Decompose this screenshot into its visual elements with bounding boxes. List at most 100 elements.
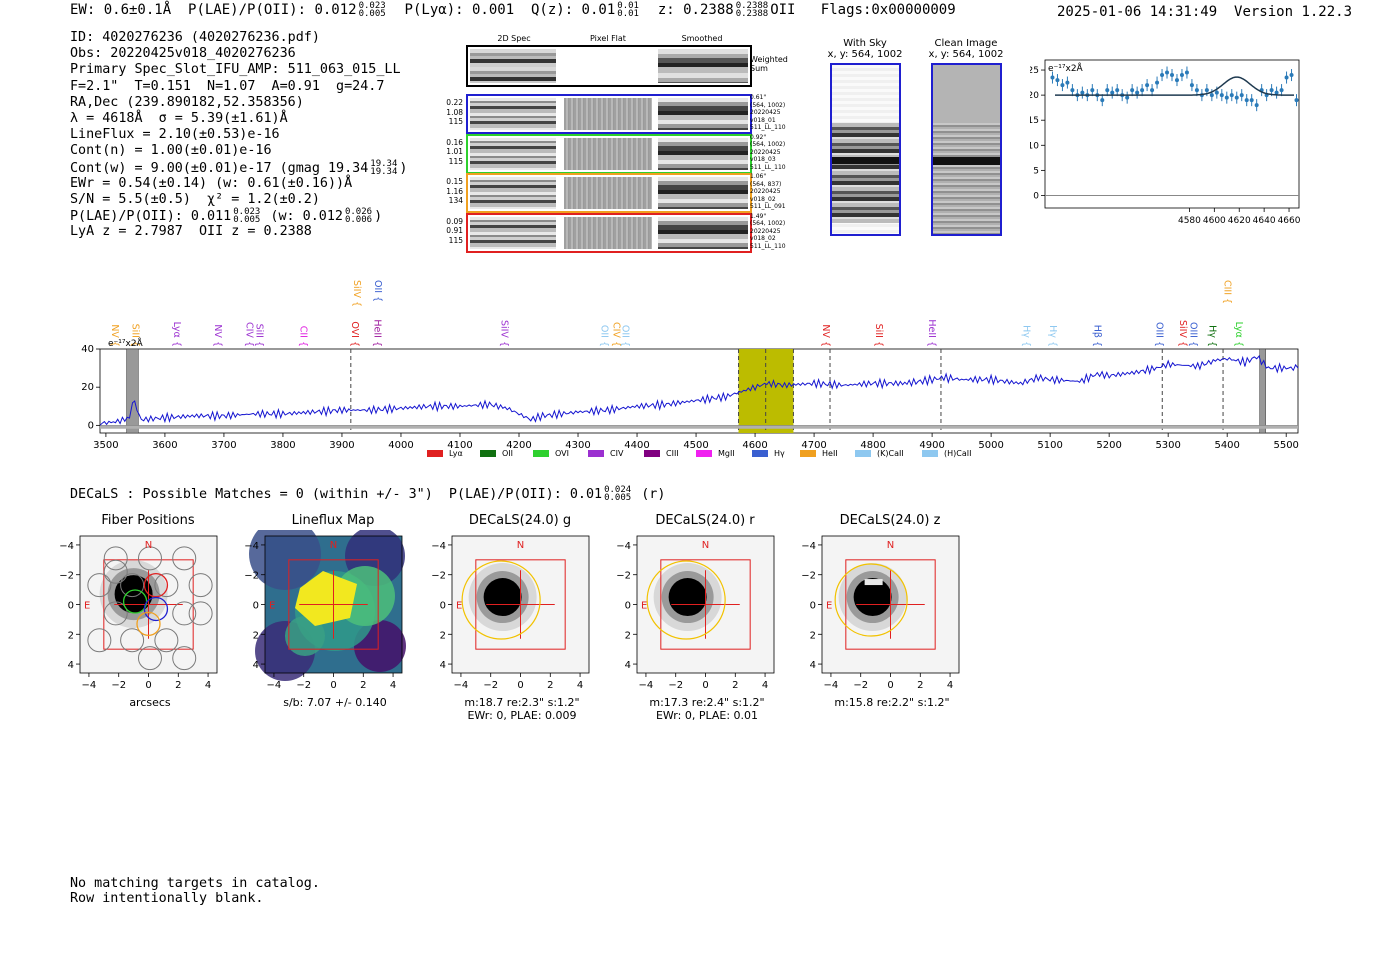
stamp-ytick-label: 0 (68, 601, 74, 612)
header-plae-lo: 0.005 (358, 9, 386, 19)
cutout-weighted-smooth (658, 49, 748, 83)
cutout-row-meta: 0.61" (564, 1002) 20220425 v018_01 511_LL_11… (750, 94, 786, 132)
datetime-version: 2025-01-06 14:31:49 Version 1.22.3 (1057, 4, 1352, 20)
aperture-box (845, 559, 936, 650)
stamp-caption: arcsecs (60, 696, 240, 710)
spectrum-legend-swatch (533, 450, 549, 457)
decals-summary-hi: 0.024 (604, 485, 632, 495)
zoom-point (1224, 95, 1229, 100)
east-label: E (84, 601, 90, 612)
spectrum-xtick-label: 5200 (1096, 440, 1121, 451)
spectrum-ytick-label: 20 (81, 382, 94, 393)
cutout-row-stat: 0.15 (446, 177, 463, 186)
cutout-row-meta-line: (564, 1002) (750, 141, 786, 148)
cutout-pixel-flat (564, 137, 652, 170)
cutout-row (466, 212, 752, 253)
stamp-xtick-label: −2 (111, 680, 126, 691)
stamp-title: DECaLS(24.0) r (655, 513, 755, 528)
east-label: E (641, 601, 647, 612)
zoom-axis-ticks: 4580 4600 4620 4640 4660 0 5 10 15 20 25 (1030, 66, 1301, 226)
stamp-xtick-label: 4 (577, 680, 583, 691)
east-label: E (269, 601, 275, 612)
spectrum-axis-ticks: 3500 3600 3700 3800 3900 4000 4100 4200 4300 4400… (81, 344, 1299, 451)
zoom-point (1065, 80, 1070, 85)
cutout-row-meta: 1.49" (564, 1002) 20220425 v018_02 511_LL_11… (750, 213, 786, 251)
zoom-ytick-label: 0 (1033, 191, 1039, 201)
spectrum-legend-label: CIII (666, 449, 679, 458)
stamp-ytick-label: −2 (244, 571, 259, 582)
zoom-point (1055, 78, 1060, 83)
fiber-circle (154, 628, 179, 653)
zoom-point (1194, 88, 1199, 93)
fiber-circle (188, 601, 213, 626)
detection-info: ID: 4020276236 (4020276236.pdf) Obs: 202… (70, 30, 407, 240)
zoom-xtick-label: 4600 (1203, 216, 1226, 226)
fiber-circle (137, 646, 162, 671)
stamp-ytick-label: 4 (253, 660, 259, 671)
zoom-plot-frame (1044, 59, 1300, 209)
cutout-row-meta: 0.92" (564, 1002) 20220425 v018_03 511_LL_11… (750, 134, 786, 172)
zoom-point (1115, 88, 1120, 93)
spectrum-xtick-label: 5400 (1214, 440, 1239, 451)
spectrum-line-label: SiIV { (1177, 320, 1188, 347)
weighted-sum-label-2: Sum (750, 64, 768, 73)
stamp-xtick-label: 0 (887, 680, 893, 691)
stamp-frame (636, 535, 775, 674)
fiber-circle (188, 573, 213, 598)
cutout-pixel-flat (564, 216, 652, 249)
cutout-header-smoothed: Smoothed (681, 34, 723, 43)
cutout-row-stats: 0.16 1.01 115 (445, 138, 463, 167)
zoom-point (1140, 88, 1145, 93)
stamp-ytick-label: −4 (244, 541, 259, 552)
stamp-xtick-label: −2 (668, 680, 683, 691)
aperture-ellipse (646, 560, 726, 640)
fiber-circle (103, 559, 128, 584)
east-label: E (456, 601, 462, 612)
cutout-smoothed (658, 98, 748, 130)
stamp-ytick-label: 4 (440, 660, 446, 671)
spectrum-line-label: NV { (109, 324, 120, 347)
stamp-ytick-label: 0 (625, 601, 631, 612)
cutout-row-stat: 1.16 (446, 186, 463, 196)
stamp-frame (821, 535, 960, 674)
fiber-circle (172, 546, 197, 571)
zoom-point (1189, 83, 1194, 88)
info-contw-hi: 19.34 (370, 158, 398, 169)
spectrum-top-line-labels: SiIV {OII {CIII { (351, 280, 1232, 307)
decals-summary: DECaLS : Possible Matches = 0 (within +/… (70, 485, 665, 503)
spectrum-xtick-label: 3900 (329, 440, 354, 451)
zoom-point (1160, 73, 1165, 78)
cutout-row-meta-line: (564, 1002) (750, 101, 786, 109)
with-sky-image (830, 63, 901, 236)
spectrum-line-label: Lyα { (1233, 322, 1244, 347)
zoom-point (1080, 90, 1085, 95)
spectrum-line-label: SiII { (253, 324, 264, 347)
stamp-title: DECaLS(24.0) z (839, 513, 941, 528)
footer-line-2: Row intentionally blank. (70, 891, 264, 906)
spectrum-xtick-label: 5500 (1273, 440, 1298, 451)
source-core (853, 578, 892, 617)
cutout-row-stat: 0.91 (446, 226, 463, 235)
north-label: N (702, 540, 709, 551)
info-plae-hi: 0.023 (233, 207, 261, 218)
zoom-point (1234, 95, 1239, 100)
cutout-smoothed (658, 137, 748, 170)
stamp-caption-line: arcsecs (129, 696, 171, 709)
zoom-point (1155, 80, 1160, 85)
info-contw-lo: 19.34 (370, 166, 398, 177)
stamp-ytick-label: 0 (253, 601, 259, 612)
stamp-ytick-label: −4 (59, 541, 74, 552)
zoom-point (1130, 88, 1135, 93)
spectrum-xtick-label: 4700 (801, 440, 826, 451)
cutout-row-stat: 0.22 (446, 98, 463, 107)
fiber-circle (87, 628, 112, 653)
north-label: N (517, 540, 524, 551)
zoom-point (1249, 98, 1254, 103)
stamp-ytick-label: 4 (810, 660, 816, 671)
spectrum-line-label: Hγ { (1047, 325, 1058, 347)
stamp-ytick-label: 2 (68, 630, 74, 641)
stamp-xtick-label: 2 (917, 680, 923, 691)
spectrum-xtick-label: 5100 (1037, 440, 1062, 451)
spectrum-legend-label: MgII (718, 449, 735, 458)
fiber-circle (103, 601, 128, 626)
